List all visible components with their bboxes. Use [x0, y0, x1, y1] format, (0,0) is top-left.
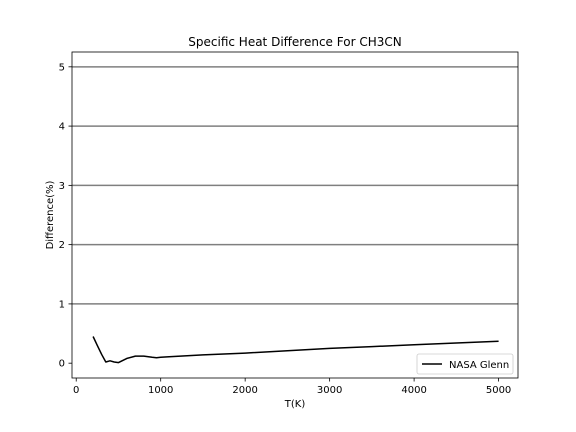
y-tick-label: 3 — [59, 181, 65, 192]
x-tick-label: 1000 — [148, 385, 173, 396]
x-tick-label: 4000 — [401, 385, 426, 396]
y-tick-label: 1 — [59, 299, 65, 310]
x-tick-label: 3000 — [317, 385, 342, 396]
y-tick-label: 2 — [59, 240, 65, 251]
chart-title: Specific Heat Difference For CH3CN — [188, 35, 401, 49]
tick-layer: 0 1000 2000 3000 4000 5000 0 1 2 3 4 5 — [59, 62, 512, 396]
plot-area-frame — [71, 51, 519, 379]
legend-box — [416, 353, 514, 375]
x-axis-label: T(K) — [284, 399, 306, 410]
y-tick-label: 0 — [59, 359, 65, 370]
x-tick-label: 5000 — [486, 385, 511, 396]
y-tick-label: 5 — [59, 62, 65, 73]
y-axis-label: Difference(%) — [45, 180, 56, 249]
legend: NASA Glenn — [416, 353, 514, 375]
horizontal-reference-lines — [72, 66, 518, 305]
series-layer — [92, 336, 499, 364]
legend-label-nasa-glenn: NASA Glenn — [449, 360, 509, 371]
series-line-nasa-glenn — [92, 336, 499, 364]
x-tick-label: 2000 — [232, 385, 257, 396]
x-tick-label: 0 — [73, 385, 79, 396]
y-tick-label: 4 — [59, 122, 65, 133]
